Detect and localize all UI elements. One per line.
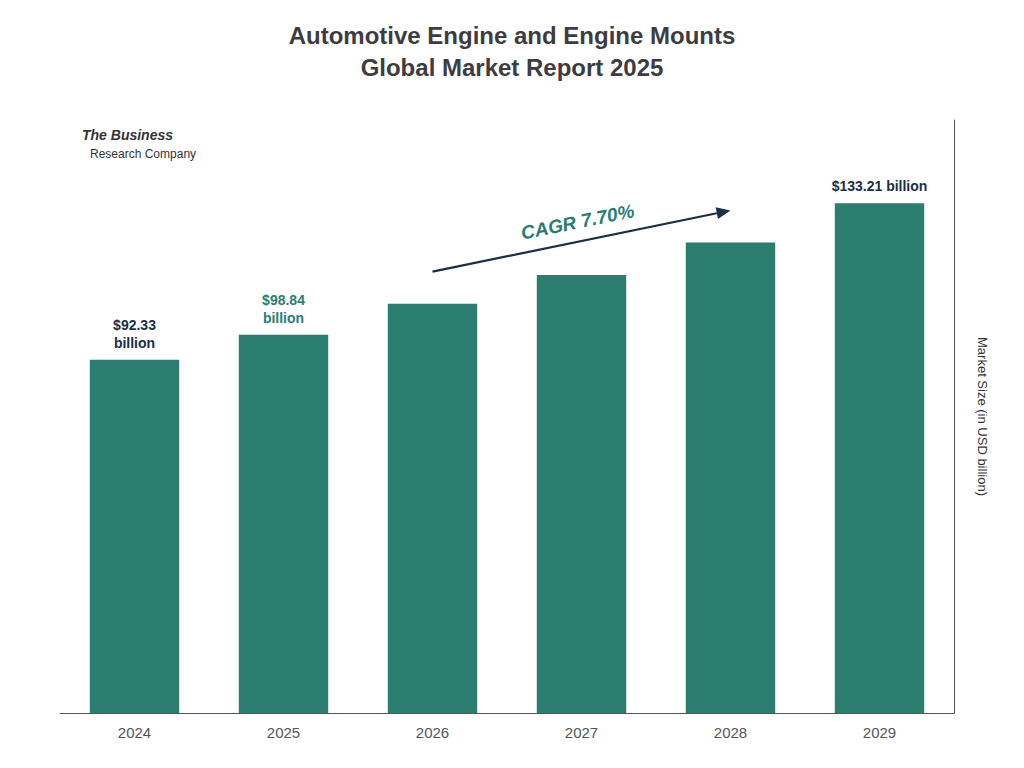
svg-text:Global Market Report 2025: Global Market Report 2025 — [361, 54, 664, 81]
svg-text:Market Size (in USD billion): Market Size (in USD billion) — [975, 337, 990, 496]
svg-text:Research Company: Research Company — [90, 147, 196, 161]
svg-text:billion: billion — [114, 335, 155, 351]
svg-text:CAGR 7.70%: CAGR 7.70% — [519, 200, 636, 244]
svg-text:2025: 2025 — [267, 724, 300, 741]
svg-text:$92.33: $92.33 — [113, 317, 156, 333]
svg-text:$98.84: $98.84 — [262, 292, 305, 308]
svg-text:The Business: The Business — [82, 127, 173, 143]
svg-text:billion: billion — [263, 310, 304, 326]
svg-text:Automotive Engine and Engine M: Automotive Engine and Engine Mounts — [289, 22, 736, 49]
svg-text:2027: 2027 — [565, 724, 598, 741]
svg-text:$133.21 billion: $133.21 billion — [832, 178, 928, 194]
svg-text:2026: 2026 — [416, 724, 449, 741]
svg-text:2028: 2028 — [714, 724, 747, 741]
svg-text:2024: 2024 — [118, 724, 151, 741]
svg-text:2029: 2029 — [863, 724, 896, 741]
